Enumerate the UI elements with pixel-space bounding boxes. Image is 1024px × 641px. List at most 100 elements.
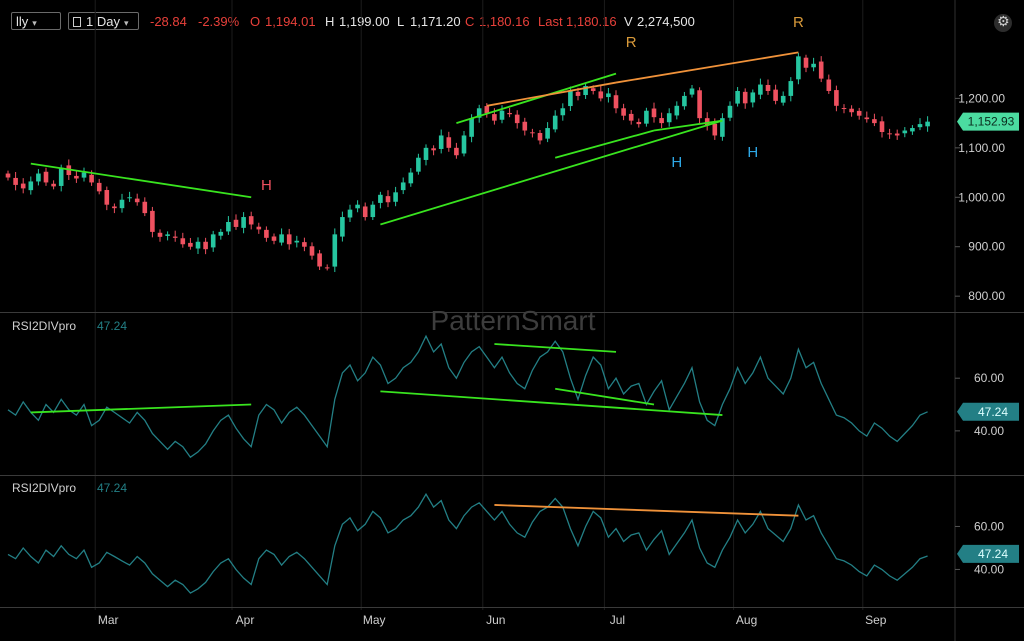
candle (826, 74, 832, 94)
candle (856, 107, 862, 120)
candle-body (454, 147, 459, 156)
candle-body (750, 92, 756, 103)
rsi-divergence-line (30, 403, 252, 414)
price-tick-label: 1,200.00 (958, 91, 1005, 105)
candle (393, 186, 398, 207)
candle (378, 191, 383, 209)
rsi-tick-label: 60.00 (974, 519, 1004, 533)
candle (370, 201, 376, 221)
candle (5, 170, 11, 181)
candle (233, 214, 239, 230)
candle (780, 91, 786, 106)
candle (849, 105, 854, 117)
interval-selector[interactable]: 1 Day ▾ (68, 12, 139, 30)
gear-icon[interactable] (994, 13, 1012, 32)
candle (682, 91, 687, 110)
rsi-pane-1[interactable]: RSI2DIVpro 47.24 60.00 40.00 47.24 (7, 319, 1019, 459)
open-label: O (250, 14, 261, 29)
symbol-selector[interactable]: lly ▾ (11, 12, 61, 30)
candle (119, 193, 125, 213)
candle-body (742, 91, 748, 104)
candle-body (446, 137, 452, 148)
rsi-divergence-line (380, 390, 723, 416)
candle-body (180, 238, 186, 245)
month-tick-label: Sep (865, 613, 887, 627)
candle-body (195, 241, 201, 249)
trendline-bull (380, 119, 723, 226)
candle (537, 130, 543, 145)
candle-body (332, 234, 338, 267)
month-tick-label: Jul (610, 613, 625, 627)
candle (583, 82, 588, 99)
candle (902, 127, 908, 138)
candle (104, 186, 110, 211)
candle (834, 85, 839, 112)
close-value: 1,180.16 (479, 14, 530, 29)
candle (476, 104, 482, 123)
candle-body (590, 88, 596, 91)
pattern-marker: R (793, 14, 804, 31)
candle (910, 125, 915, 135)
candle (644, 107, 649, 127)
candle (560, 103, 566, 121)
last-label: Last (538, 14, 563, 29)
last-price-tag: 1,152.93 (957, 112, 1019, 131)
candle-body (104, 190, 110, 205)
candle (355, 200, 360, 213)
candle (134, 193, 140, 206)
candle-body (644, 110, 649, 124)
price-pane[interactable]: 1,200.00 1,100.00 1,000.00 900.00 800.00 H R H H… (5, 14, 1019, 303)
candle (165, 231, 170, 241)
candle (332, 228, 338, 273)
candle (659, 112, 664, 129)
candle-body (469, 118, 474, 137)
trendline-bull (30, 162, 252, 199)
open-value: 1,194.01 (265, 14, 316, 29)
candle-body (400, 182, 406, 191)
rsi-tick-label: 40.00 (974, 562, 1004, 576)
candle (218, 228, 224, 240)
time-axis[interactable]: Mar Apr May Jun Jul Aug Sep (94, 0, 887, 627)
candle (180, 232, 186, 248)
candle (74, 170, 79, 183)
price-tick-label: 1,100.00 (958, 141, 1005, 155)
candle (324, 264, 330, 271)
rsi-tag-label: 47.24 (978, 547, 1008, 561)
candle-body (583, 86, 588, 96)
candle (112, 203, 117, 214)
candle (704, 112, 710, 131)
candle-body (28, 181, 34, 191)
rsi-tag-label: 47.24 (978, 405, 1008, 419)
high-value: 1,199.00 (339, 14, 390, 29)
candle-body (423, 147, 429, 160)
candle-body (697, 90, 702, 119)
candle (438, 129, 444, 154)
candle-body (628, 113, 634, 121)
candle (226, 216, 231, 235)
candle-body (674, 105, 680, 116)
candle-body (894, 133, 900, 136)
candle-body (119, 199, 125, 209)
candle (894, 129, 900, 140)
rsi-divergence-line (494, 343, 617, 353)
candle-body (773, 89, 778, 101)
candle-body (720, 118, 725, 137)
candle-body (659, 118, 664, 124)
candle-body (568, 90, 573, 107)
candle (507, 108, 512, 118)
candle (20, 178, 26, 194)
candle-body (765, 84, 771, 91)
candle (674, 101, 680, 120)
candle-body (81, 172, 87, 178)
candle-body (165, 234, 170, 236)
candle-body (264, 229, 269, 238)
candle-body (560, 108, 566, 116)
candle (872, 113, 877, 127)
pattern-marker: H (261, 177, 272, 194)
candle-body (241, 217, 246, 228)
interval-label: 1 Day (86, 14, 120, 29)
